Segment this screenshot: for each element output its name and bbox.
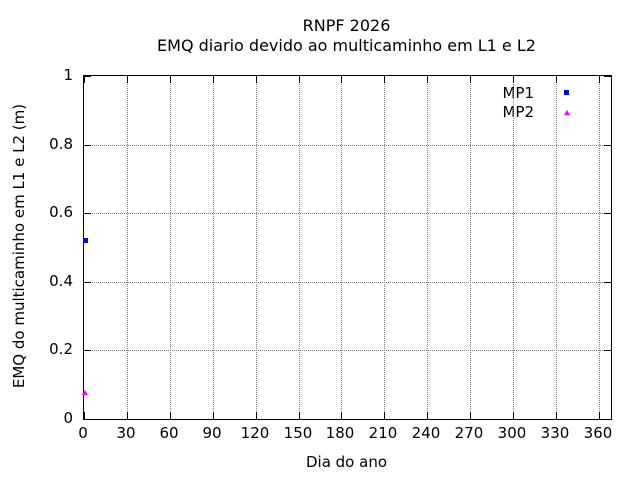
- x-tick-mark: [470, 412, 471, 419]
- x-tick-label: 120: [240, 424, 270, 442]
- x-tick-label: 300: [497, 424, 527, 442]
- x-tick-mark: [384, 412, 385, 419]
- legend-label-mp1: MP1: [502, 84, 534, 102]
- mp1-square-marker-icon: [560, 84, 574, 102]
- x-tick-mark: [470, 76, 471, 83]
- y-tick-mark: [84, 419, 91, 420]
- x-tick-mark: [170, 412, 171, 419]
- x-tick-mark: [299, 76, 300, 83]
- x-tick-mark: [384, 76, 385, 83]
- x-tick-mark: [84, 76, 85, 83]
- y-tick-mark: [604, 76, 611, 77]
- y-tick-label: 0: [63, 409, 73, 427]
- y-tick-mark: [604, 350, 611, 351]
- x-gridline: [556, 76, 557, 419]
- x-tick-mark: [513, 76, 514, 83]
- y-tick-mark: [604, 145, 611, 146]
- x-gridline: [513, 76, 514, 419]
- y-tick-mark: [84, 282, 91, 283]
- legend-item-mp2: MP2: [84, 103, 611, 121]
- x-gridline: [299, 76, 300, 419]
- x-tick-mark: [556, 76, 557, 83]
- x-tick-mark: [299, 412, 300, 419]
- x-tick-label: 270: [454, 424, 484, 442]
- x-gridline: [427, 76, 428, 419]
- x-tick-label: 330: [540, 424, 570, 442]
- x-axis-label: Dia do ano: [305, 453, 388, 471]
- x-tick-mark: [213, 412, 214, 419]
- x-tick-mark: [427, 76, 428, 83]
- x-gridline: [127, 76, 128, 419]
- x-tick-mark: [427, 412, 428, 419]
- x-tick-mark: [213, 76, 214, 83]
- y-tick-label: 1: [63, 66, 73, 84]
- x-gridline: [599, 76, 600, 419]
- y-tick-label: 0.4: [49, 272, 73, 290]
- y-gridline: [84, 213, 611, 214]
- x-tick-label: 0: [78, 424, 88, 442]
- legend-label-mp2: MP2: [502, 103, 534, 121]
- x-tick-mark: [556, 412, 557, 419]
- x-tick-mark: [599, 412, 600, 419]
- x-gridline: [470, 76, 471, 419]
- x-tick-mark: [341, 76, 342, 83]
- mp1-data-point: [83, 238, 88, 243]
- x-tick-mark: [127, 412, 128, 419]
- x-tick-mark: [256, 412, 257, 419]
- x-gridline: [256, 76, 257, 419]
- mp2-triangle-marker-icon: [560, 103, 574, 121]
- x-tick-label: 240: [411, 424, 441, 442]
- x-gridline: [170, 76, 171, 419]
- x-tick-label: 180: [325, 424, 355, 442]
- y-tick-label: 0.8: [49, 135, 73, 153]
- y-tick-mark: [84, 76, 91, 77]
- y-tick-label: 0.2: [49, 340, 73, 358]
- y-tick-mark: [84, 350, 91, 351]
- chart-title: RNPF 2026: [302, 16, 391, 35]
- mp2-data-point: [82, 390, 88, 395]
- x-tick-mark: [84, 412, 85, 419]
- x-tick-label: 60: [159, 424, 179, 442]
- x-tick-label: 90: [202, 424, 222, 442]
- y-gridline: [84, 145, 611, 146]
- x-tick-mark: [341, 412, 342, 419]
- x-tick-mark: [599, 76, 600, 83]
- x-tick-mark: [513, 412, 514, 419]
- y-tick-mark: [604, 419, 611, 420]
- x-gridline: [341, 76, 342, 419]
- y-tick-mark: [84, 213, 91, 214]
- y-gridline: [84, 350, 611, 351]
- x-tick-mark: [170, 76, 171, 83]
- y-tick-mark: [604, 213, 611, 214]
- plot-area: MP1 MP2: [82, 75, 612, 420]
- x-tick-mark: [127, 76, 128, 83]
- x-tick-label: 30: [116, 424, 136, 442]
- x-tick-mark: [256, 76, 257, 83]
- y-tick-mark: [84, 145, 91, 146]
- x-gridline: [384, 76, 385, 419]
- y-tick-label: 0.6: [49, 203, 73, 221]
- chart-subtitle: EMQ diario devido ao multicaminho em L1 …: [157, 36, 536, 55]
- x-tick-label: 360: [583, 424, 613, 442]
- y-tick-mark: [604, 282, 611, 283]
- legend-item-mp1: MP1: [84, 84, 611, 102]
- x-tick-label: 150: [283, 424, 313, 442]
- x-gridline: [213, 76, 214, 419]
- y-gridline: [84, 282, 611, 283]
- x-tick-label: 210: [368, 424, 398, 442]
